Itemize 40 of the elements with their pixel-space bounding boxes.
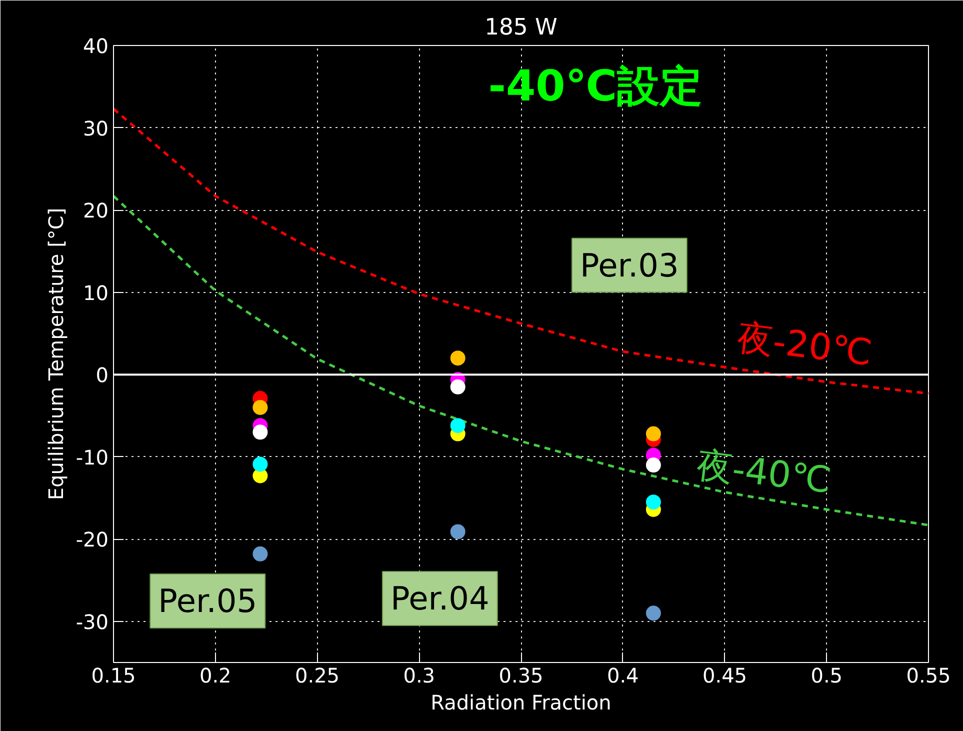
point bbox=[450, 379, 466, 394]
x-tick-label: 0.45 bbox=[702, 664, 748, 688]
y-tick-label: 10 bbox=[83, 280, 109, 305]
point bbox=[450, 524, 466, 540]
y-tick-label: -10 bbox=[76, 445, 109, 470]
x-tick-label: 0.4 bbox=[606, 664, 639, 688]
annotation: Per.04 bbox=[390, 579, 490, 618]
point bbox=[450, 350, 466, 366]
point bbox=[646, 494, 661, 510]
point bbox=[252, 400, 268, 415]
point bbox=[646, 426, 661, 442]
y-tick-label: 0 bbox=[96, 363, 109, 388]
y-tick-label: 40 bbox=[83, 34, 109, 58]
x-tick-label: 0.15 bbox=[91, 664, 136, 688]
x-tick-label: 0.55 bbox=[906, 664, 951, 688]
y-tick-label: -20 bbox=[76, 528, 109, 552]
point bbox=[252, 546, 268, 562]
x-tick-label: 0.5 bbox=[810, 664, 843, 688]
annotation: Per.05 bbox=[158, 582, 258, 620]
annotation: Per.03 bbox=[580, 246, 679, 284]
point bbox=[646, 458, 661, 473]
x-axis-title: Radiation Fraction bbox=[430, 690, 612, 714]
x-tick-label: 0.25 bbox=[294, 664, 340, 688]
text: 夜-20℃ bbox=[734, 317, 874, 374]
point bbox=[450, 418, 466, 434]
line-series bbox=[114, 108, 928, 395]
x-tick-label: 0.2 bbox=[199, 664, 232, 688]
point bbox=[252, 456, 268, 472]
text: 夜-40℃ bbox=[694, 444, 834, 502]
point bbox=[646, 606, 661, 621]
y-axis-title: Equilibrium Temperature [°C] bbox=[44, 208, 68, 500]
point bbox=[252, 424, 268, 440]
y-tick-label: 20 bbox=[83, 198, 109, 223]
line-series bbox=[114, 194, 928, 526]
annotation: -40℃設定 bbox=[488, 62, 703, 112]
y-tick-label: -30 bbox=[76, 610, 109, 634]
x-tick-label: 0.35 bbox=[498, 664, 544, 688]
chart-title: 185 W bbox=[484, 14, 558, 40]
x-tick-label: 0.3 bbox=[403, 664, 436, 688]
y-tick-label: 30 bbox=[83, 116, 109, 140]
